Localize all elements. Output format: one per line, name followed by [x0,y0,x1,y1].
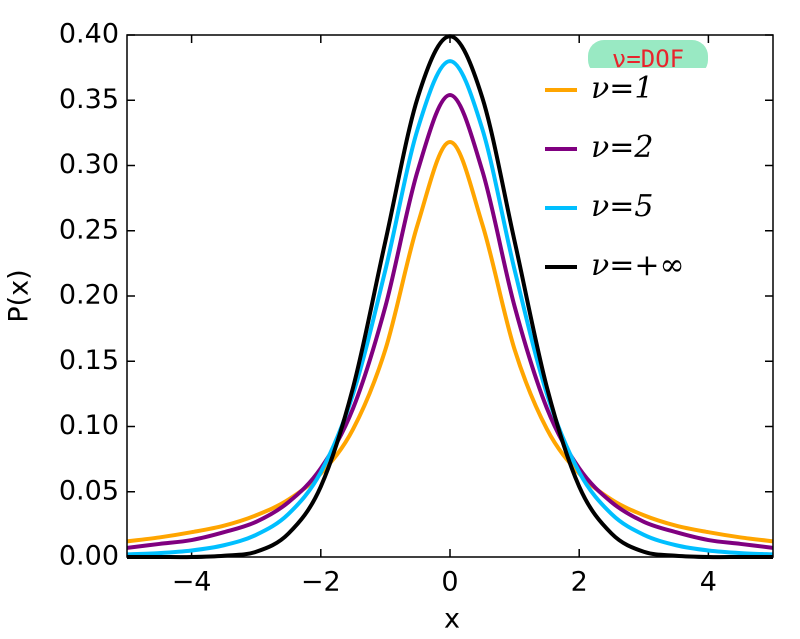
x-tick-label: 0 [441,567,458,598]
legend-label: ν=1 [591,71,653,106]
series-line [126,93,774,550]
y-tick-label: 0.40 [59,19,119,50]
y-tick-label: 0.10 [59,410,119,441]
x-tick-label: −4 [172,567,212,598]
y-tick-label: 0.25 [59,214,119,245]
y-tick-label: 0.00 [59,541,119,572]
plot-frame [126,34,774,558]
legend-label: ν=5 [591,189,653,224]
x-axis-label: x [444,604,460,635]
series-line [126,59,774,557]
series-line [126,140,774,544]
y-axis-label: P(x) [4,269,35,322]
legend-label: ν=2 [591,130,653,165]
y-tick-label: 0.20 [59,280,119,311]
annotation-highlight [588,40,708,76]
y-tick-label: 0.30 [59,149,119,180]
x-tick-label: −2 [301,567,341,598]
y-tick-label: 0.15 [59,345,119,376]
x-tick-label: 2 [571,567,588,598]
series-line [126,34,773,560]
legend-label: ν=+∞ [591,248,685,283]
y-tick-label: 0.05 [59,475,119,506]
x-tick-label: 4 [700,567,717,598]
y-tick-label: 0.35 [59,84,119,115]
